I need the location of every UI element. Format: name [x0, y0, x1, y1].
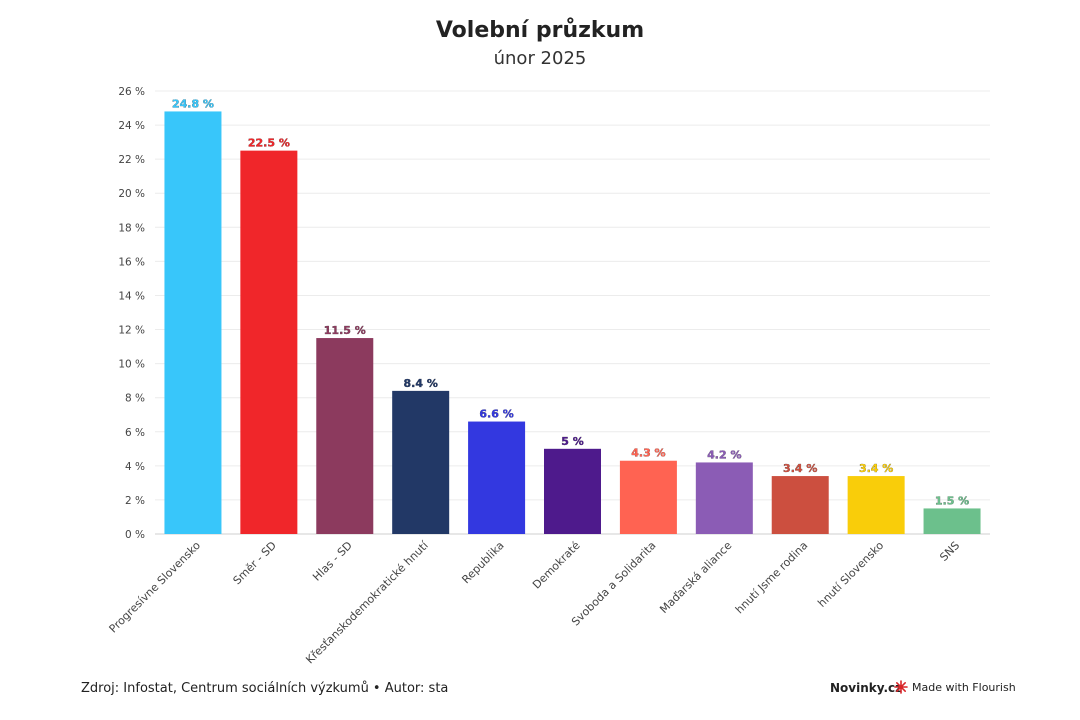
x-tick-label: hnutí Jsme rodina	[733, 539, 810, 616]
y-tick-label: 18 %	[118, 222, 145, 234]
bar	[240, 150, 298, 534]
bar	[544, 448, 601, 534]
y-tick-label: 22 %	[118, 154, 145, 166]
chart-subtitle: únor 2025	[493, 48, 587, 69]
flourish-credit[interactable]: Made with Flourish	[894, 680, 1016, 694]
bar	[619, 460, 677, 534]
x-tick-label: Maďarská aliance	[657, 539, 734, 616]
x-tick-label: Demokraté	[530, 539, 583, 592]
data-label: 22.5 %	[248, 137, 290, 150]
data-label: 1.5 %	[935, 494, 969, 507]
y-tick-label: 4 %	[125, 461, 145, 473]
data-label: 11.5 %	[324, 324, 366, 337]
y-tick-label: 0 %	[125, 529, 145, 541]
flourish-label: Made with Flourish	[912, 680, 1016, 694]
bar	[923, 508, 981, 534]
x-tick-label: SNS	[937, 539, 962, 564]
y-tick-label: 24 %	[118, 120, 145, 132]
x-tick-label: Křesťanskodemokratické hnutí	[303, 538, 431, 666]
y-tick-label: 20 %	[118, 188, 145, 200]
y-tick-label: 10 %	[118, 359, 145, 371]
source-note: Zdroj: Infostat, Centrum sociálních výzk…	[81, 681, 449, 696]
data-label: 4.2 %	[707, 448, 741, 461]
x-tick-label: Republika	[459, 539, 506, 586]
brand-logo[interactable]: Novinky.cz	[830, 681, 903, 695]
bar	[847, 476, 905, 534]
data-label: 3.4 %	[783, 462, 817, 475]
y-tick-label: 2 %	[125, 495, 145, 507]
chart-title: Volební průzkum	[435, 18, 645, 43]
bar	[468, 421, 526, 534]
flourish-icon	[894, 680, 908, 694]
y-tick-label: 12 %	[118, 325, 145, 337]
y-tick-label: 16 %	[118, 256, 145, 268]
y-tick-label: 8 %	[125, 393, 145, 405]
data-label: 4.3 %	[631, 447, 665, 460]
bar	[771, 476, 829, 534]
data-label: 8.4 %	[404, 377, 438, 390]
data-label: 24.8 %	[172, 97, 214, 110]
bar	[392, 390, 450, 534]
y-tick-label: 14 %	[118, 290, 145, 302]
bar-chart: 0 % 2 % 4 % 6 % 8 % 10 % 12 % 14 % 16 % 18 % 20 % 2…	[107, 86, 990, 666]
data-label: 6.6 %	[479, 408, 513, 421]
bar	[695, 462, 753, 534]
y-tick-label: 6 %	[125, 427, 145, 439]
y-tick-label: 26 %	[118, 86, 145, 98]
x-tick-label: Směr - SD	[231, 539, 279, 587]
x-tick-label: Progresívne Slovensko	[107, 539, 204, 636]
x-tick-label: Svoboda a Solidarita	[569, 539, 659, 629]
x-tick-label: Hlas - SD	[310, 539, 355, 584]
x-tick-label: hnutí Slovensko	[815, 539, 886, 610]
data-label: 5 %	[561, 435, 584, 448]
bar	[164, 111, 222, 534]
data-label: 3.4 %	[859, 462, 893, 475]
bar	[316, 338, 374, 534]
